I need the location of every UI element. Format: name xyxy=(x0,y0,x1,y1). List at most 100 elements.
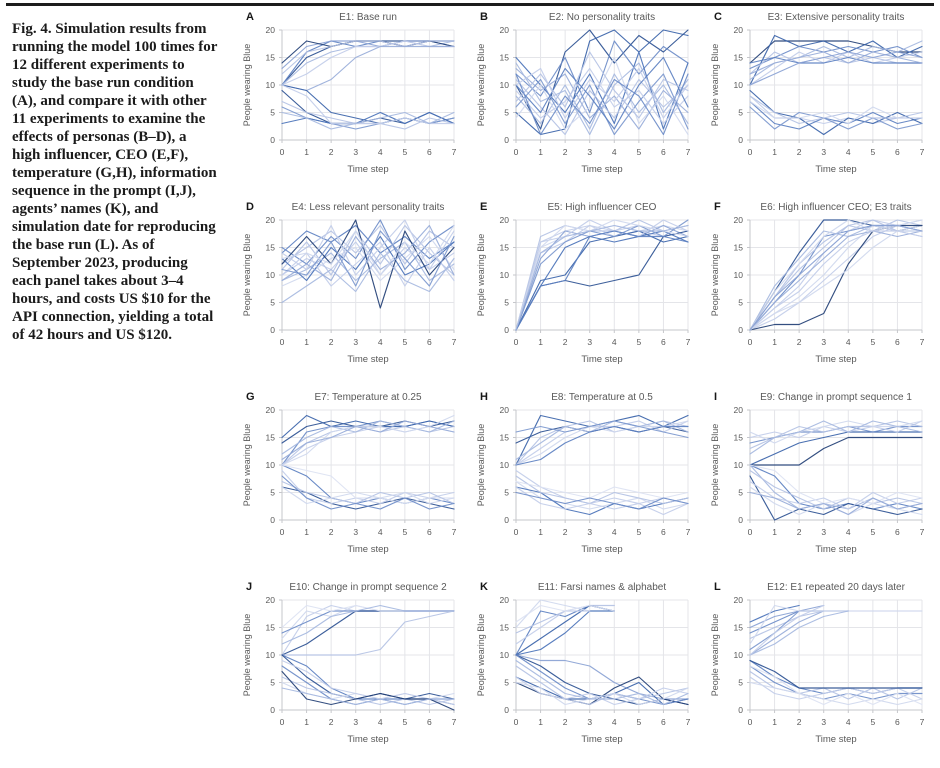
series-line xyxy=(749,230,923,331)
y-tick-label: 10 xyxy=(266,460,276,470)
y-tick-label: 15 xyxy=(266,53,276,63)
y-tick-label: 10 xyxy=(500,80,510,90)
x-tick-label: 1 xyxy=(304,527,309,537)
series-line xyxy=(515,480,689,499)
series-line xyxy=(749,95,923,125)
series-line xyxy=(749,51,923,86)
series-line xyxy=(515,475,689,505)
y-tick-label: 5 xyxy=(738,678,743,688)
y-tick-label: 15 xyxy=(266,243,276,253)
x-tick-label: 5 xyxy=(402,717,407,727)
x-tick-label: 1 xyxy=(538,147,543,157)
x-tick-label: 0 xyxy=(748,527,753,537)
x-tick-label: 5 xyxy=(402,337,407,347)
panel-I: 0 5 10 15 20 0 1 2 3 4 5 6 7 People wearing Blue Time … xyxy=(704,384,938,574)
y-tick-label: 15 xyxy=(500,53,510,63)
series-line xyxy=(515,676,689,706)
y-tick-label: 20 xyxy=(266,215,276,225)
series-line xyxy=(281,420,455,461)
series-line xyxy=(749,676,923,700)
panel-title: E10: Change in prompt sequence 2 xyxy=(289,582,447,593)
series-line xyxy=(281,414,455,439)
x-tick-label: 5 xyxy=(402,147,407,157)
y-tick-label: 10 xyxy=(734,80,744,90)
series-line xyxy=(281,252,455,304)
x-tick-label: 6 xyxy=(895,337,900,347)
y-tick-label: 10 xyxy=(734,650,744,660)
x-tick-label: 4 xyxy=(612,337,617,347)
x-tick-label: 2 xyxy=(329,147,334,157)
x-axis-label: Time step xyxy=(581,544,622,555)
y-tick-label: 15 xyxy=(266,433,276,443)
y-axis-label: People wearing Blue xyxy=(242,234,252,317)
series-line xyxy=(281,111,455,130)
series-line xyxy=(515,681,689,706)
y-axis-label: People wearing Blue xyxy=(476,44,486,127)
x-axis-label: Time step xyxy=(581,164,622,175)
x-tick-label: 5 xyxy=(636,527,641,537)
series-line xyxy=(281,219,455,309)
series-line xyxy=(749,100,923,125)
series-line xyxy=(281,654,455,700)
series-line xyxy=(749,230,923,331)
series-line xyxy=(281,610,455,634)
series-line xyxy=(749,469,923,510)
x-tick-label: 5 xyxy=(870,717,875,727)
y-tick-label: 20 xyxy=(500,405,510,415)
x-tick-label: 5 xyxy=(870,527,875,537)
x-tick-label: 2 xyxy=(329,337,334,347)
series-line xyxy=(281,224,455,276)
x-tick-label: 4 xyxy=(846,717,851,727)
x-tick-label: 7 xyxy=(686,147,691,157)
series-line xyxy=(515,224,689,331)
panel-title: E12: E1 repeated 20 days later xyxy=(767,582,906,593)
x-axis-label: Time step xyxy=(347,544,388,555)
x-tick-label: 0 xyxy=(748,337,753,347)
series-line xyxy=(749,665,923,706)
x-tick-label: 0 xyxy=(514,527,519,537)
x-tick-label: 0 xyxy=(280,337,285,347)
panel-letter: D xyxy=(246,201,254,213)
panels-grid: 0 5 10 15 20 0 1 2 3 4 5 6 7 People wearing Blue Time … xyxy=(236,4,938,766)
x-tick-label: 6 xyxy=(895,147,900,157)
x-tick-label: 5 xyxy=(870,337,875,347)
x-tick-label: 7 xyxy=(920,337,925,347)
panel-title: E7: Temperature at 0.25 xyxy=(314,392,422,403)
y-axis-label: People wearing Blue xyxy=(242,424,252,507)
panel-title: E4: Less relevant personality traits xyxy=(292,202,445,213)
x-tick-label: 1 xyxy=(772,147,777,157)
x-tick-label: 3 xyxy=(587,337,592,347)
y-tick-label: 5 xyxy=(270,298,275,308)
panel-letter: F xyxy=(714,201,721,213)
y-tick-label: 10 xyxy=(734,270,744,280)
series-line xyxy=(749,89,923,136)
series-line xyxy=(281,40,455,70)
x-tick-label: 7 xyxy=(686,337,691,347)
panel-letter: I xyxy=(714,391,717,403)
x-tick-label: 0 xyxy=(280,527,285,537)
x-tick-label: 1 xyxy=(538,337,543,347)
x-tick-label: 4 xyxy=(846,147,851,157)
panel-chart: 0 5 10 15 20 0 1 2 3 4 5 6 7 People wearing Blue Time … xyxy=(476,11,691,175)
series-line xyxy=(749,106,923,130)
x-tick-label: 7 xyxy=(452,717,457,727)
series-line xyxy=(281,40,455,75)
series-line xyxy=(515,420,689,461)
panel-chart: 0 5 10 15 20 0 1 2 3 4 5 6 7 People wearing Blue Time … xyxy=(710,11,925,175)
y-axis-label: People wearing Blue xyxy=(710,614,720,697)
y-tick-label: 0 xyxy=(738,515,743,525)
x-tick-label: 6 xyxy=(895,717,900,727)
x-tick-label: 3 xyxy=(821,337,826,347)
series-line xyxy=(281,610,455,656)
series-line xyxy=(749,604,800,623)
x-tick-label: 6 xyxy=(427,527,432,537)
panel-letter: B xyxy=(480,11,488,23)
y-tick-label: 0 xyxy=(270,135,275,145)
y-tick-label: 0 xyxy=(504,135,509,145)
y-tick-label: 15 xyxy=(266,623,276,633)
x-tick-label: 3 xyxy=(587,147,592,157)
x-tick-label: 4 xyxy=(378,147,383,157)
panel-chart: 0 5 10 15 20 0 1 2 3 4 5 6 7 People wearing Blue Time … xyxy=(476,391,691,555)
series-line xyxy=(281,604,455,645)
